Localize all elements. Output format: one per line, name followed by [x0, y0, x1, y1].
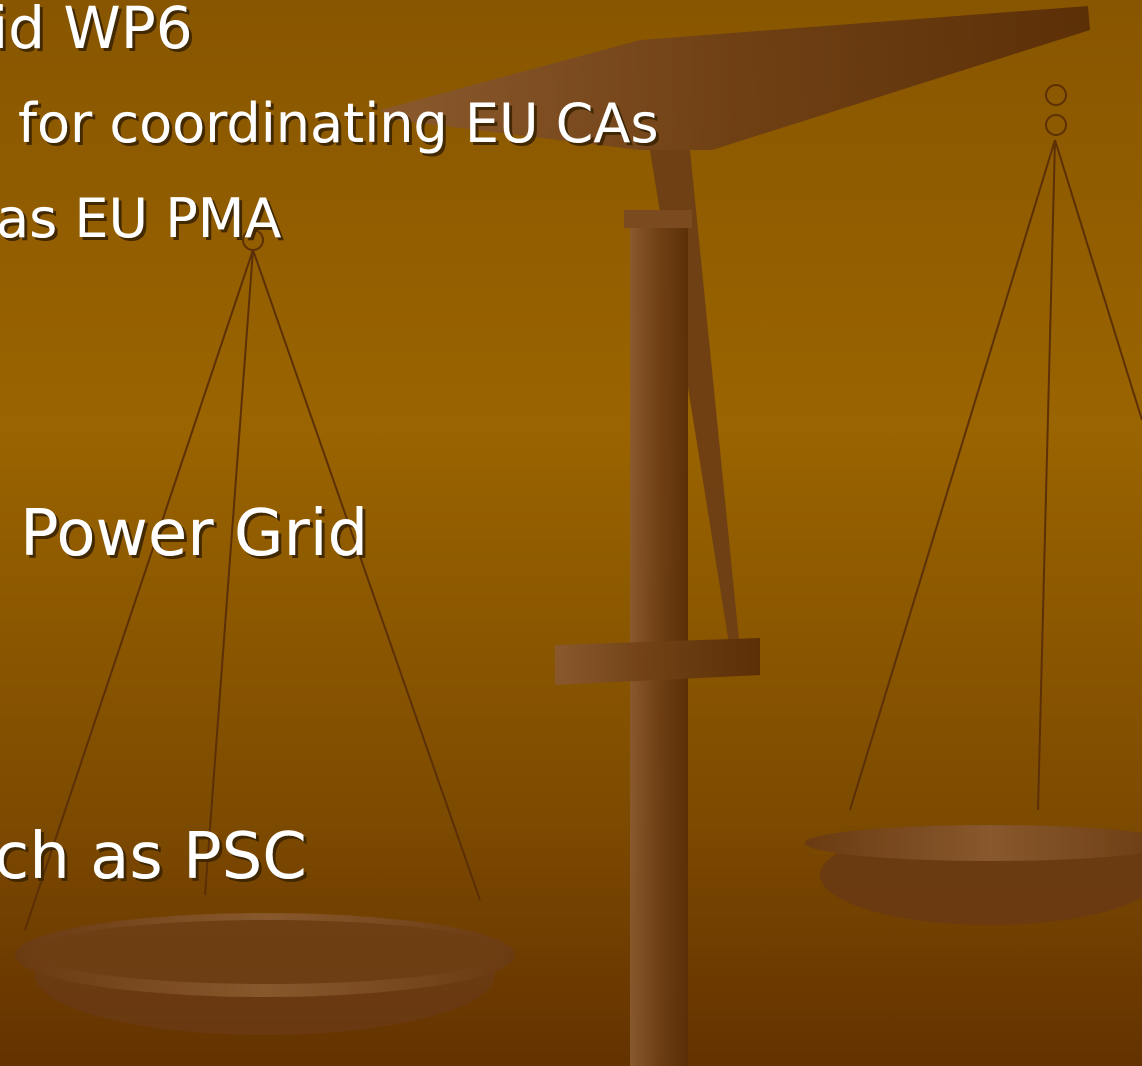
- slide-text: as EU PMA: [0, 187, 281, 250]
- slide-text: Power Grid: [20, 497, 368, 571]
- slide-text: id WP6: [0, 0, 193, 62]
- slide-text: for coordinating EU CAs: [18, 92, 658, 155]
- slide-text: ch as PSC: [0, 820, 307, 894]
- slide: id WP6 for coordinating EU CAs as EU PMA…: [0, 0, 1142, 1066]
